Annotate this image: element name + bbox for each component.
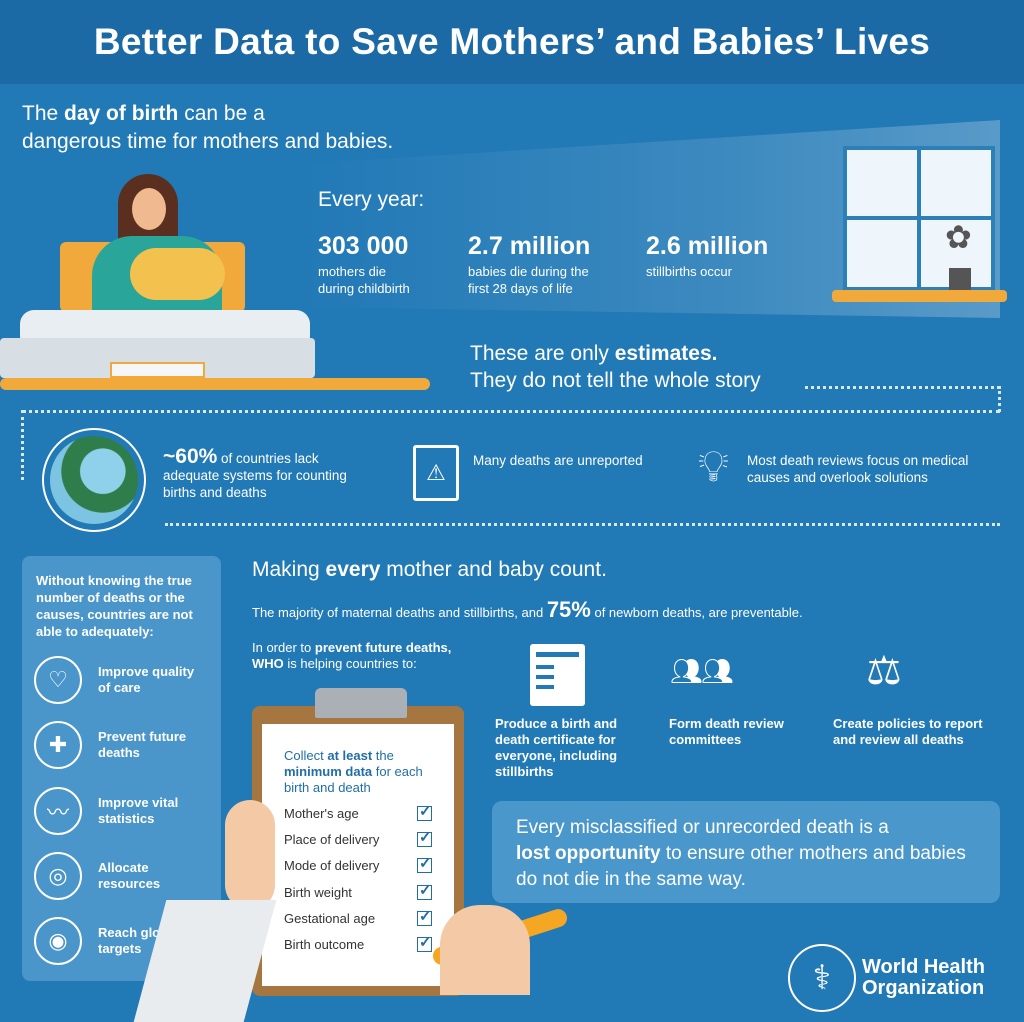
divider bbox=[22, 410, 1000, 413]
who-logo: ⚕ World Health Organization bbox=[788, 944, 985, 1012]
clipboard-warning-icon: ⚠ bbox=[413, 445, 459, 501]
target-icon: ◉ bbox=[34, 917, 82, 965]
intro-line2: dangerous time for mothers and babies. bbox=[22, 130, 394, 153]
checklist-item: Birth outcome bbox=[284, 933, 432, 952]
medical-kit-icon: ✚ bbox=[34, 721, 82, 769]
checklist-item: Mode of delivery bbox=[284, 854, 432, 873]
certificate-icon bbox=[530, 644, 585, 706]
stat-label: babies die during the first 28 days of li… bbox=[468, 264, 589, 296]
consequence-item: 〰 Improve vital statistics bbox=[34, 787, 208, 835]
checklist-item: Gestational age bbox=[284, 907, 432, 926]
every-year-label: Every year: bbox=[318, 188, 425, 211]
checkbox-checked bbox=[417, 881, 432, 900]
intro-pre: The bbox=[22, 102, 65, 125]
consequence-item: ◎ Allocate resources bbox=[34, 852, 208, 900]
checklist-item: Mother's age bbox=[284, 802, 432, 821]
checklist-item: Place of delivery bbox=[284, 828, 432, 847]
stat-number: 2.6 million bbox=[646, 232, 769, 260]
committee-icon: 👥︎👥︎ bbox=[670, 656, 734, 686]
fact-reviews: Most death reviews focus on medical caus… bbox=[747, 453, 969, 485]
hand-illustration bbox=[225, 800, 275, 910]
action-policies: Create policies to report and review all… bbox=[833, 716, 983, 747]
stat-label: stillbirths occur bbox=[646, 264, 732, 279]
order-text: In order to prevent future deaths, WHO is… bbox=[252, 640, 452, 671]
hand-illustration bbox=[440, 905, 530, 995]
lightbulb-icon: 💡︎ bbox=[698, 442, 729, 491]
heart-hand-icon: ♡ bbox=[34, 656, 82, 704]
mother-baby-illustration bbox=[0, 170, 430, 395]
stat-mothers: 303 000 mothers die during childbirth bbox=[318, 232, 410, 297]
window-illustration: ✿ bbox=[843, 146, 995, 291]
intro-post: can be a bbox=[178, 102, 265, 125]
checkbox-checked bbox=[417, 828, 432, 847]
intro-bold: day of birth bbox=[64, 102, 179, 125]
checkbox-checked bbox=[417, 933, 432, 952]
intro-text: The day of birth can be a dangerous time… bbox=[22, 100, 393, 156]
stat-number: 303 000 bbox=[318, 232, 409, 260]
heartbeat-icon: 〰 bbox=[34, 787, 82, 835]
stat-label: mothers die during childbirth bbox=[318, 264, 410, 296]
lost-opportunity-box: Every misclassified or unrecorded death … bbox=[492, 801, 1000, 903]
checkbox-checked bbox=[417, 907, 432, 926]
page-title: Better Data to Save Mothers’ and Babies’… bbox=[0, 0, 1024, 84]
divider bbox=[805, 386, 1000, 389]
consequence-item: ✚ Prevent future deaths bbox=[34, 721, 208, 769]
action-committees: Form death review committees bbox=[669, 716, 784, 747]
checkbox-checked bbox=[417, 854, 432, 873]
clipboard-clamp bbox=[315, 688, 407, 718]
plant-icon: ✿ bbox=[945, 219, 972, 255]
fact-countries: ~60% of countries lack adequate systems … bbox=[163, 445, 347, 500]
checklist-item: Birth weight bbox=[284, 881, 432, 900]
preventable-text: The majority of maternal deaths and stil… bbox=[252, 597, 803, 622]
window-sill bbox=[832, 290, 1007, 302]
divider bbox=[21, 410, 24, 480]
fact-unreported: Many deaths are unreported bbox=[473, 453, 643, 468]
stat-number: 2.7 million bbox=[468, 232, 591, 260]
action-certificate: Produce a birth and death certificate fo… bbox=[495, 716, 618, 779]
consequence-item: ♡ Improve quality of care bbox=[34, 656, 208, 704]
clipboard-title: Collect at least the minimum data for ea… bbox=[284, 748, 423, 795]
stat-stillbirths: 2.6 million stillbirths occur bbox=[646, 232, 768, 280]
gavel-icon: ⚖︎ bbox=[866, 649, 902, 693]
panel-intro: Without knowing the true number of death… bbox=[36, 573, 193, 639]
who-emblem-icon: ⚕ bbox=[788, 944, 856, 1012]
coins-icon: ◎ bbox=[34, 852, 82, 900]
making-heading: Making every mother and baby count. bbox=[252, 558, 607, 581]
estimates-text: These are only estimates. They do not te… bbox=[470, 342, 761, 392]
globe-icon bbox=[42, 428, 146, 532]
divider bbox=[165, 523, 1000, 526]
checkbox-checked bbox=[417, 802, 432, 821]
divider bbox=[998, 386, 1001, 412]
stat-babies: 2.7 million babies die during the first 2… bbox=[468, 232, 590, 297]
